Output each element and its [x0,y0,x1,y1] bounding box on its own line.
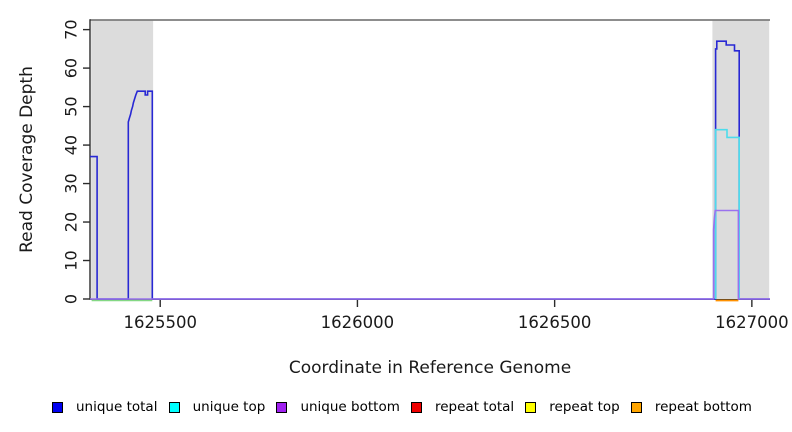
series-unique-top [714,128,741,299]
legend-label: unique top [192,399,266,415]
series-unique-total [90,40,770,300]
legend-swatch-icon [630,401,642,413]
legend-item-unique-top: unique top [168,399,266,415]
legend-label: repeat top [549,399,620,415]
legend-label: unique total [76,399,158,415]
y-tick-label: 10 [62,250,81,270]
y-tick-label: 70 [62,19,81,39]
coverage-plot: 0 10 20 30 40 50 60 70 1625500 1626000 1626500 1627… [17,19,789,332]
y-axis-title: Read Coverage Depth [17,66,37,253]
series-unique-bottom [90,209,770,300]
y-tick-label: 30 [62,173,81,193]
x-tick-label: 1626500 [518,313,592,332]
x-tick-label: 1627000 [715,313,789,332]
y-tick-label: 50 [62,96,81,116]
legend-item-repeat-top: repeat top [525,399,620,415]
legend-swatch-icon [52,401,63,413]
legend-label: repeat bottom [654,399,752,415]
legend: unique total unique top unique bottom repea… [0,399,792,415]
legend-label: repeat total [434,399,515,415]
legend-swatch-icon [168,401,180,413]
legend-item-unique-total: unique total [52,399,157,415]
shaded-region [712,20,770,300]
legend-item-repeat-bottom: repeat bottom [630,399,752,415]
x-axis-title: Coordinate in Reference Genome [288,358,572,378]
shaded-region [91,20,154,300]
legend-swatch-icon [410,401,422,413]
legend-item-repeat-total: repeat total [410,399,515,415]
x-tick-label: 1626000 [321,313,395,332]
legend-swatch-icon [525,401,537,413]
y-tick-label: 20 [62,212,81,232]
y-tick-label: 0 [62,294,81,304]
y-tick-label: 60 [62,58,81,78]
legend-label: unique bottom [300,399,400,415]
x-tick-label: 1625500 [123,313,197,332]
y-tick-label: 40 [62,135,81,155]
legend-swatch-icon [276,401,288,413]
legend-item-unique-bottom: unique bottom [276,399,400,415]
